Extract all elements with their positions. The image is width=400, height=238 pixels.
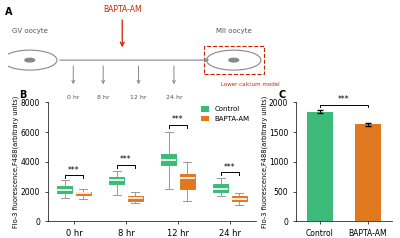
Circle shape <box>229 58 239 62</box>
Text: ***: *** <box>172 115 184 124</box>
PathPatch shape <box>76 192 91 195</box>
Legend: Control, BAPTA-AM: Control, BAPTA-AM <box>198 104 252 125</box>
PathPatch shape <box>128 196 143 200</box>
Text: 24 hr: 24 hr <box>166 95 182 100</box>
Y-axis label: Flo-3 fluorescence,F488(arbitrary units): Flo-3 fluorescence,F488(arbitrary units) <box>13 96 20 228</box>
Text: MII oocyte: MII oocyte <box>216 28 252 34</box>
PathPatch shape <box>109 177 124 184</box>
Text: GV oocyte: GV oocyte <box>12 28 48 34</box>
PathPatch shape <box>213 184 228 192</box>
Text: C: C <box>279 89 286 99</box>
Text: ***: *** <box>224 163 236 172</box>
Bar <box>355 124 381 221</box>
Text: 12 hr: 12 hr <box>130 95 147 100</box>
PathPatch shape <box>161 154 176 165</box>
Circle shape <box>25 58 35 62</box>
PathPatch shape <box>57 186 72 193</box>
Text: ***: *** <box>68 166 80 175</box>
Text: 0 hr: 0 hr <box>67 95 80 100</box>
Text: 8 hr: 8 hr <box>97 95 110 100</box>
Bar <box>307 112 333 221</box>
Text: ***: *** <box>120 155 132 164</box>
Text: A: A <box>5 7 13 17</box>
Text: ***: *** <box>338 95 350 104</box>
Text: B: B <box>19 89 26 99</box>
Y-axis label: Flo-3 fluorescence,F488(arbitrary units): Flo-3 fluorescence,F488(arbitrary units) <box>261 96 268 228</box>
PathPatch shape <box>232 196 247 201</box>
PathPatch shape <box>180 174 195 188</box>
Bar <box>204 46 264 74</box>
Text: BAPTA-AM: BAPTA-AM <box>103 5 142 14</box>
Text: Lower calcium model: Lower calcium model <box>221 82 279 87</box>
